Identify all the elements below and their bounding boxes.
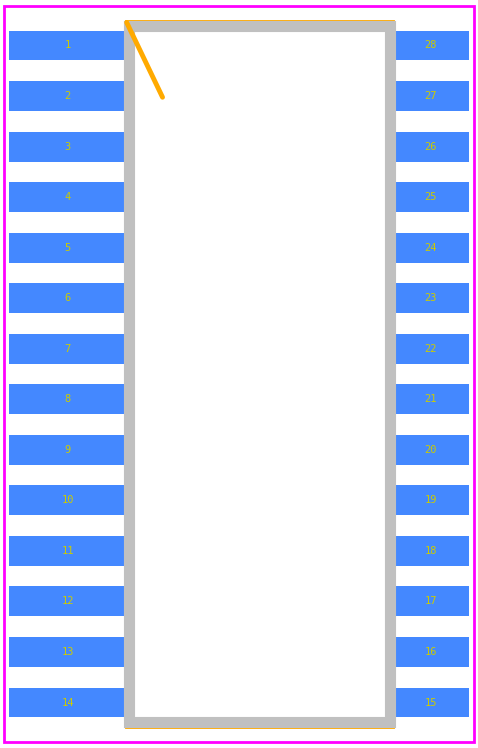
Bar [392, 334, 469, 364]
Bar [392, 485, 469, 515]
Text: 15: 15 [424, 698, 437, 708]
Bar [392, 586, 469, 616]
Bar [9, 384, 127, 414]
Text: 24: 24 [424, 242, 437, 253]
Bar [392, 132, 469, 162]
Bar [9, 687, 127, 717]
Text: 1: 1 [65, 40, 71, 50]
Text: 20: 20 [424, 445, 437, 455]
Bar [9, 233, 127, 263]
Bar [392, 183, 469, 212]
Text: 12: 12 [61, 596, 74, 607]
Text: 8: 8 [65, 394, 71, 404]
Bar [129, 26, 390, 722]
Text: 10: 10 [61, 495, 74, 506]
Text: 5: 5 [65, 242, 71, 253]
Bar [9, 183, 127, 212]
Text: 16: 16 [424, 647, 437, 657]
Bar [392, 31, 469, 61]
Bar [127, 22, 392, 726]
Bar [392, 536, 469, 566]
Text: 17: 17 [424, 596, 437, 607]
Text: 14: 14 [61, 698, 74, 708]
Text: 23: 23 [424, 293, 437, 303]
Bar [392, 283, 469, 313]
Bar [392, 687, 469, 717]
Text: 27: 27 [424, 91, 437, 101]
Bar [9, 637, 127, 667]
Text: 28: 28 [424, 40, 437, 50]
Text: 18: 18 [424, 546, 437, 556]
Bar [392, 81, 469, 111]
Text: 25: 25 [424, 192, 437, 202]
Bar [9, 81, 127, 111]
Text: 26: 26 [424, 141, 437, 152]
Bar [9, 334, 127, 364]
Text: 7: 7 [65, 344, 71, 354]
Text: 21: 21 [424, 394, 437, 404]
Bar [9, 31, 127, 61]
Text: 3: 3 [65, 141, 71, 152]
Bar [392, 233, 469, 263]
Text: 11: 11 [61, 546, 74, 556]
Text: 22: 22 [424, 344, 437, 354]
Bar [9, 132, 127, 162]
Text: 6: 6 [65, 293, 71, 303]
Text: 19: 19 [424, 495, 437, 506]
Bar [392, 435, 469, 465]
Text: 13: 13 [61, 647, 74, 657]
Text: 2: 2 [65, 91, 71, 101]
Bar [392, 637, 469, 667]
Bar [9, 485, 127, 515]
Bar [9, 283, 127, 313]
Bar [9, 536, 127, 566]
Bar [9, 435, 127, 465]
Bar [9, 586, 127, 616]
Text: 4: 4 [65, 192, 71, 202]
Text: 9: 9 [65, 445, 71, 455]
Bar [392, 384, 469, 414]
